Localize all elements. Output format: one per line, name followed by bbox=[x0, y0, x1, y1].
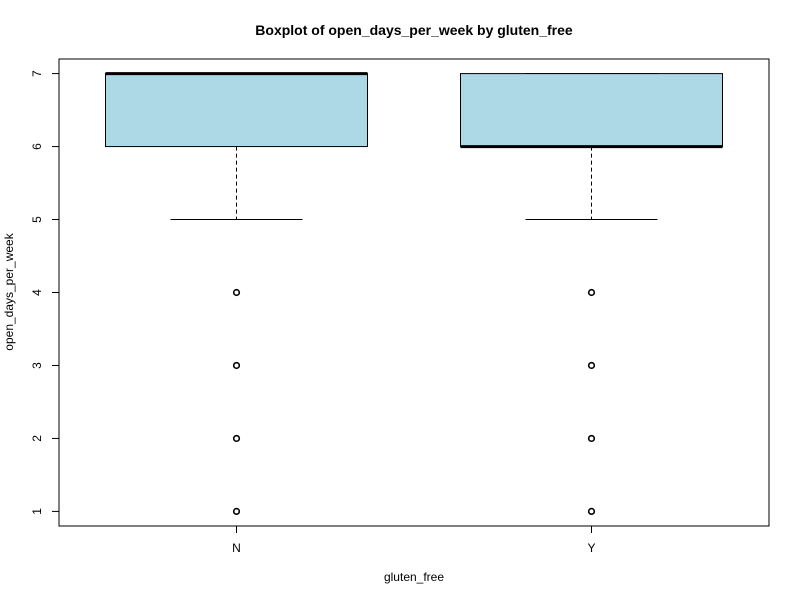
outlier-point bbox=[232, 507, 241, 516]
y-axis-label: open_days_per_week bbox=[2, 232, 16, 350]
box-group-n bbox=[105, 72, 368, 516]
box-body bbox=[105, 73, 368, 148]
y-tick-label: 7 bbox=[30, 70, 44, 77]
outlier-point bbox=[232, 434, 241, 443]
outlier-point bbox=[232, 288, 241, 297]
box-group-y bbox=[460, 73, 723, 516]
outlier-point bbox=[587, 507, 596, 516]
x-tick-label: N bbox=[232, 541, 241, 555]
plot-area bbox=[105, 72, 723, 516]
outlier-point bbox=[587, 434, 596, 443]
outlier-point bbox=[587, 288, 596, 297]
y-tick-label: 5 bbox=[30, 216, 44, 223]
x-tick-label: Y bbox=[587, 541, 595, 555]
y-tick-label: 1 bbox=[30, 508, 44, 515]
x-axis-label: gluten_free bbox=[384, 570, 444, 584]
y-tick-label: 4 bbox=[30, 289, 44, 296]
chart-title: Boxplot of open_days_per_week by gluten_… bbox=[255, 22, 573, 38]
y-tick-label: 3 bbox=[30, 362, 44, 369]
outlier-point bbox=[232, 361, 241, 370]
y-axis: 1 2 3 4 5 6 7 bbox=[30, 70, 60, 515]
outlier-point bbox=[587, 361, 596, 370]
y-tick-label: 2 bbox=[30, 435, 44, 442]
y-tick-label: 6 bbox=[30, 143, 44, 150]
box-body bbox=[460, 73, 723, 148]
